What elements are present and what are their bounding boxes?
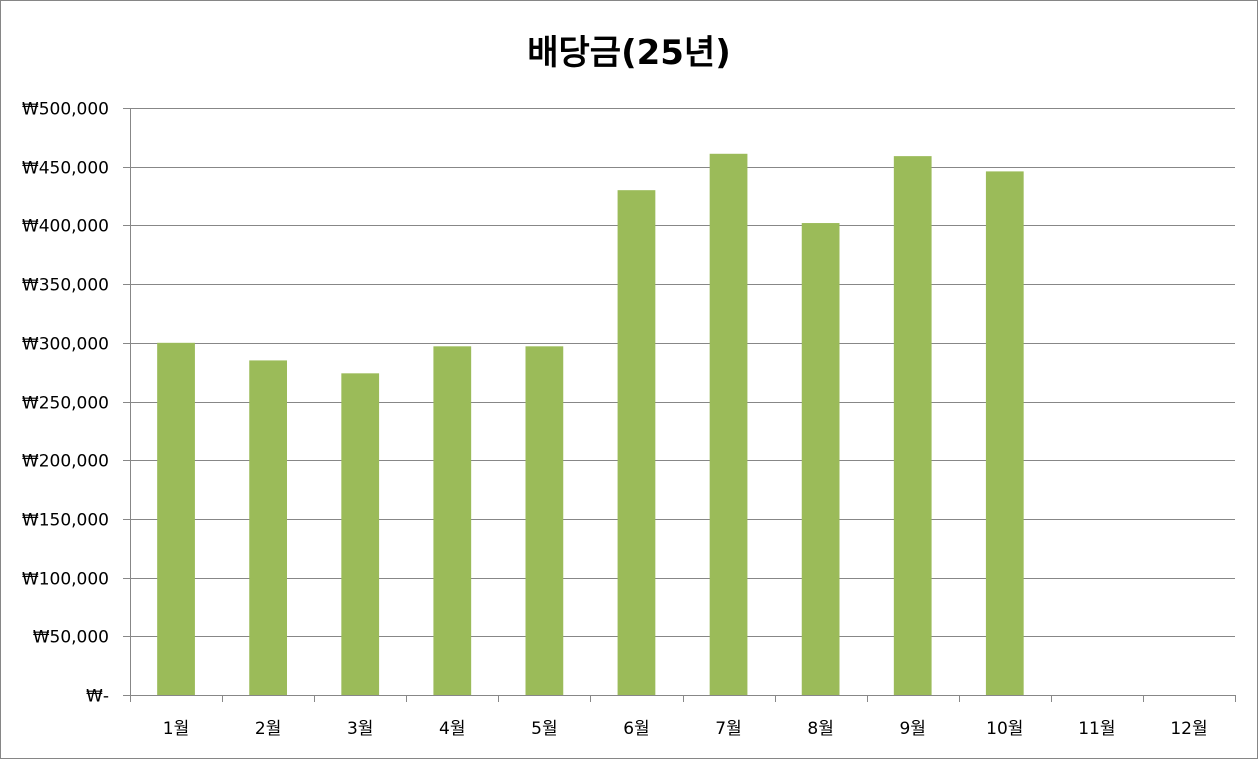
axes — [123, 108, 1236, 702]
gridlines — [130, 108, 1235, 637]
bar-5 — [525, 346, 564, 695]
x-tick-label: 6월 — [623, 719, 649, 739]
x-tick-label: 10월 — [986, 719, 1023, 739]
x-tick-label: 1월 — [163, 719, 189, 739]
bar-10 — [985, 171, 1024, 695]
y-tick-label: ₩50,000 — [33, 628, 109, 648]
y-tick-label: ₩- — [86, 687, 109, 707]
x-tick-label: 2월 — [255, 719, 281, 739]
y-tick-label: ₩200,000 — [22, 452, 109, 472]
x-axis-tick-labels: 1월 2월 3월 4월 5월 6월 7월 8월 9월 10월 11월 12월 — [163, 719, 1208, 739]
x-tick-label: 9월 — [899, 719, 925, 739]
x-tick-label: 12월 — [1170, 719, 1207, 739]
y-tick-label: ₩300,000 — [22, 335, 109, 355]
bar-series — [157, 153, 1024, 695]
bar-9 — [893, 156, 932, 695]
x-tick-label: 11월 — [1078, 719, 1115, 739]
bar-4 — [433, 346, 472, 695]
y-tick-label: ₩350,000 — [22, 276, 109, 296]
y-tick-label: ₩150,000 — [22, 511, 109, 531]
bar-7 — [709, 153, 748, 695]
bar-2 — [249, 360, 288, 695]
bar-6 — [617, 190, 656, 695]
y-tick-label: ₩400,000 — [22, 217, 109, 237]
x-tick-label: 4월 — [439, 719, 465, 739]
y-tick-label: ₩450,000 — [22, 159, 109, 179]
x-tick-label: 8월 — [807, 719, 833, 739]
y-tick-label: ₩500,000 — [22, 100, 109, 120]
y-tick-label: ₩250,000 — [22, 394, 109, 414]
x-tick-label: 7월 — [715, 719, 741, 739]
x-tick-label: 3월 — [347, 719, 373, 739]
bar-3 — [341, 373, 380, 695]
y-axis-tick-labels: ₩- ₩50,000 ₩100,000 ₩150,000 ₩200,000 ₩250,00… — [22, 100, 109, 707]
x-tick-label: 5월 — [531, 719, 557, 739]
y-tick-label: ₩100,000 — [22, 570, 109, 590]
bar-1 — [157, 342, 195, 695]
chart-title: 배당금(25년) — [527, 33, 731, 73]
bar-8 — [801, 223, 840, 695]
